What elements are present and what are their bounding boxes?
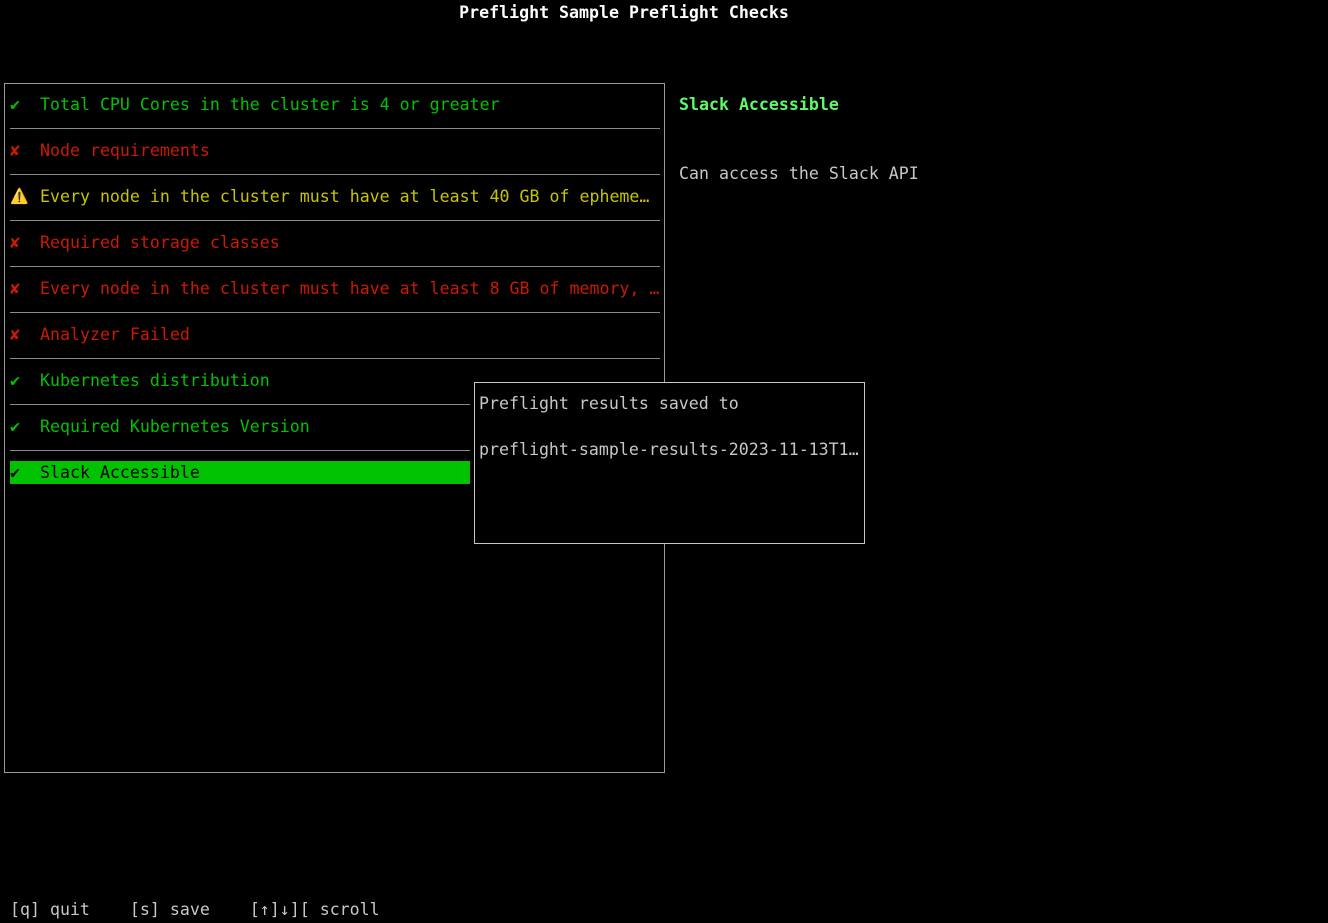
check-row[interactable]: ✘ Required storage classes bbox=[10, 231, 660, 254]
check-label: Kubernetes distribution bbox=[40, 371, 270, 390]
check-row[interactable]: ✔ Total CPU Cores in the cluster is 4 or … bbox=[10, 93, 660, 116]
check-label: Every node in the cluster must have at l… bbox=[40, 187, 650, 206]
check-icon: ✔ bbox=[10, 463, 20, 482]
save-results-popup: Preflight results saved to preflight-sam… bbox=[474, 382, 865, 544]
cross-icon: ✘ bbox=[10, 279, 20, 298]
check-label: Required Kubernetes Version bbox=[40, 417, 310, 436]
check-row[interactable]: ✘ Node requirements bbox=[10, 139, 660, 162]
detail-description: Can access the Slack API bbox=[679, 164, 919, 183]
check-row[interactable]: ✔ Kubernetes distribution bbox=[10, 369, 660, 392]
check-label: Analyzer Failed bbox=[40, 325, 190, 344]
keybinding-footer: [q] quit [s] save [↑]↓][ scroll bbox=[10, 900, 380, 919]
check-label: Every node in the cluster must have at l… bbox=[40, 279, 660, 298]
popup-filename: preflight-sample-results-2023-11-13T1… bbox=[479, 440, 859, 459]
row-divider bbox=[10, 174, 660, 175]
row-divider bbox=[10, 220, 660, 221]
check-row[interactable]: ✘ Every node in the cluster must have at … bbox=[10, 277, 660, 300]
row-divider bbox=[10, 358, 660, 359]
popup-message: Preflight results saved to bbox=[479, 394, 739, 413]
checks-list[interactable]: ✔ Total CPU Cores in the cluster is 4 or … bbox=[4, 83, 665, 773]
row-divider bbox=[10, 404, 470, 405]
check-row[interactable]: ⚠️ Every node in the cluster must have at… bbox=[10, 185, 660, 208]
check-icon: ✔ bbox=[10, 95, 20, 114]
check-row[interactable]: ✘ Analyzer Failed bbox=[10, 323, 660, 346]
cross-icon: ✘ bbox=[10, 141, 20, 160]
check-row[interactable]: ✔ Slack Accessible bbox=[10, 461, 470, 484]
warning-icon: ⚠️ bbox=[10, 187, 29, 205]
row-divider bbox=[10, 312, 660, 313]
check-label: Node requirements bbox=[40, 141, 210, 160]
row-divider bbox=[10, 266, 660, 267]
cross-icon: ✘ bbox=[10, 325, 20, 344]
check-label: Total CPU Cores in the cluster is 4 or g… bbox=[40, 95, 500, 114]
check-icon: ✔ bbox=[10, 417, 20, 436]
row-divider bbox=[10, 128, 660, 129]
row-divider bbox=[10, 450, 470, 451]
detail-title: Slack Accessible bbox=[679, 95, 839, 114]
check-row[interactable]: ✔ Required Kubernetes Version bbox=[10, 415, 660, 438]
check-label: Required storage classes bbox=[40, 233, 280, 252]
cross-icon: ✘ bbox=[10, 233, 20, 252]
check-icon: ✔ bbox=[10, 371, 20, 390]
page-title: Preflight Sample Preflight Checks bbox=[459, 3, 789, 22]
check-label: Slack Accessible bbox=[40, 463, 200, 482]
